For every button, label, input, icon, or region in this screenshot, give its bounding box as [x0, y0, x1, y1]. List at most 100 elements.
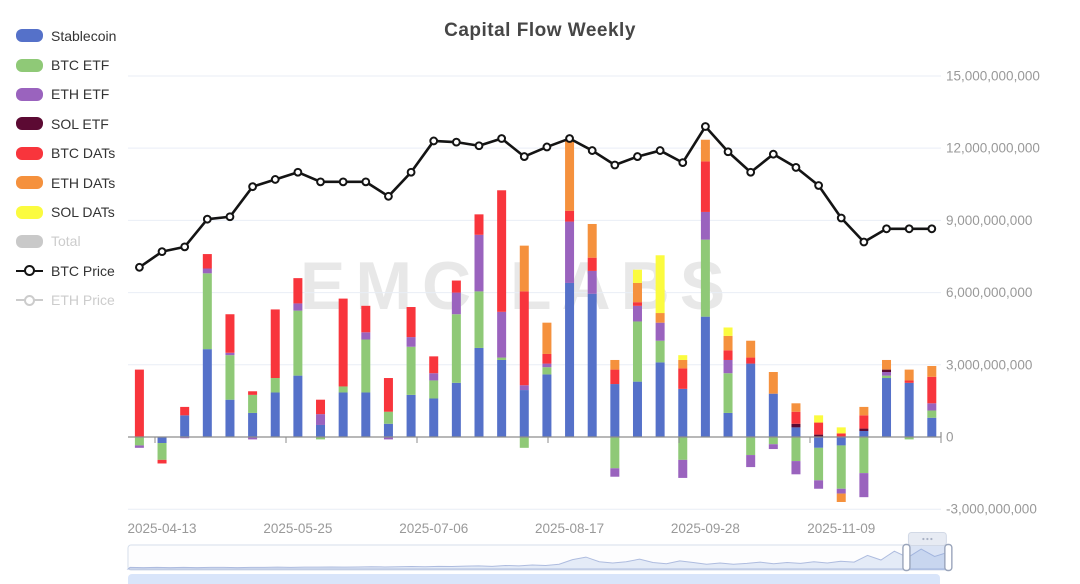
bar-segment — [882, 359, 892, 370]
zoom-handle-right[interactable] — [944, 543, 953, 572]
bar-segment — [632, 381, 642, 437]
btc-price-point — [633, 152, 642, 161]
bar-segment — [610, 437, 620, 469]
bar-segment — [610, 369, 620, 385]
bar-segment — [519, 385, 529, 391]
bar-segment — [791, 403, 801, 412]
bar-segment — [202, 273, 212, 350]
legend-item-eth-etf[interactable]: ETH ETF — [16, 80, 116, 109]
legend-label: ETH ETF — [51, 86, 110, 103]
bar-segment — [768, 444, 778, 450]
bar-segment — [587, 223, 597, 258]
bar-segment — [338, 392, 348, 437]
legend-line-icon — [16, 294, 43, 306]
btc-price-point — [542, 142, 552, 152]
line-marker-icon — [24, 294, 35, 306]
zoom-handle-left[interactable] — [902, 543, 911, 572]
bar-segment — [836, 433, 846, 437]
x-axis-label: 2025-11-09 — [807, 521, 875, 536]
btc-price-point — [746, 167, 756, 177]
y-axis-label: 15,000,000,000 — [946, 68, 1040, 83]
bar-segment — [565, 282, 575, 437]
bar-segment — [836, 427, 846, 434]
bar-segment — [859, 406, 869, 416]
bar-segment — [248, 437, 258, 440]
bar-segment — [293, 278, 303, 304]
legend-label: ETH DATs — [51, 174, 116, 191]
bar-segment — [248, 391, 258, 395]
bar-segment — [700, 139, 710, 162]
zoom-window[interactable] — [906, 545, 949, 570]
bar-segment — [157, 443, 167, 460]
legend-swatch-icon — [16, 87, 43, 101]
bar-segment — [361, 339, 371, 393]
bar-segment — [655, 340, 665, 363]
bar-segment — [519, 291, 529, 386]
bar-segment — [225, 352, 235, 356]
bar-segment — [180, 406, 190, 416]
legend-item-btc-price[interactable]: BTC Price — [16, 256, 116, 285]
btc-price-point — [451, 137, 461, 147]
bar-segment — [746, 357, 756, 364]
btc-price-point — [135, 262, 144, 272]
bar-segment — [383, 411, 393, 424]
bar-segment — [655, 255, 665, 314]
btc-price-point — [248, 182, 258, 192]
bar-segment — [134, 445, 144, 448]
legend-label: Stablecoin — [51, 27, 117, 44]
bar-segment — [723, 412, 733, 437]
bar-segment — [814, 480, 824, 489]
bar-segment — [746, 437, 756, 456]
bar-segment — [746, 340, 756, 358]
legend-item-eth-price[interactable]: ETH Price — [16, 286, 116, 315]
btc-price-point — [768, 149, 778, 159]
legend-item-stablecoin[interactable]: Stablecoin — [16, 21, 116, 50]
legend-swatch-icon — [16, 205, 43, 219]
bar-segment — [202, 254, 212, 269]
legend-swatch-icon — [16, 176, 43, 190]
bar-segment — [497, 190, 507, 312]
btc-price-point — [723, 147, 733, 157]
bar-segment — [632, 321, 642, 382]
btc-price-point — [157, 247, 167, 257]
btc-price-point — [180, 242, 190, 252]
btc-price-point — [678, 158, 688, 168]
bar-segment — [836, 488, 846, 494]
bar-segment — [474, 347, 484, 437]
bar-segment — [859, 415, 869, 429]
legend-item-eth-dats[interactable]: ETH DATs — [16, 168, 116, 197]
bar-segment — [134, 369, 144, 437]
bar-segment — [836, 437, 846, 446]
bar-segment — [723, 373, 733, 413]
bar-segment — [700, 316, 710, 437]
bar-segment — [882, 375, 892, 379]
bar-segment — [836, 445, 846, 489]
bar-segment — [678, 359, 688, 369]
bar-segment — [157, 459, 167, 464]
bar-segment — [383, 437, 393, 440]
btc-price-point — [316, 177, 325, 187]
bar-series-group — [134, 139, 937, 502]
bar-segment — [587, 257, 597, 271]
bar-segment — [157, 437, 167, 444]
btc-price-point — [610, 160, 620, 170]
legend-swatch-icon — [16, 29, 43, 43]
bar-segment — [293, 375, 303, 437]
bar-segment — [406, 394, 416, 437]
bar-segment — [814, 447, 824, 481]
secondary-zoom-bar[interactable] — [128, 574, 940, 584]
bar-segment — [700, 239, 710, 317]
bar-segment — [542, 367, 552, 375]
btc-price-point — [859, 237, 869, 247]
legend-item-sol-etf[interactable]: SOL ETF — [16, 109, 116, 138]
bar-segment — [497, 357, 507, 360]
legend-item-btc-etf[interactable]: BTC ETF — [16, 50, 116, 79]
bar-segment — [610, 384, 620, 437]
legend-item-sol-dats[interactable]: SOL DATs — [16, 197, 116, 226]
btc-price-point — [814, 181, 823, 190]
legend-item-total[interactable]: Total — [16, 227, 116, 256]
legend-item-btc-dats[interactable]: BTC DATs — [16, 139, 116, 168]
btc-price-point — [406, 167, 416, 177]
